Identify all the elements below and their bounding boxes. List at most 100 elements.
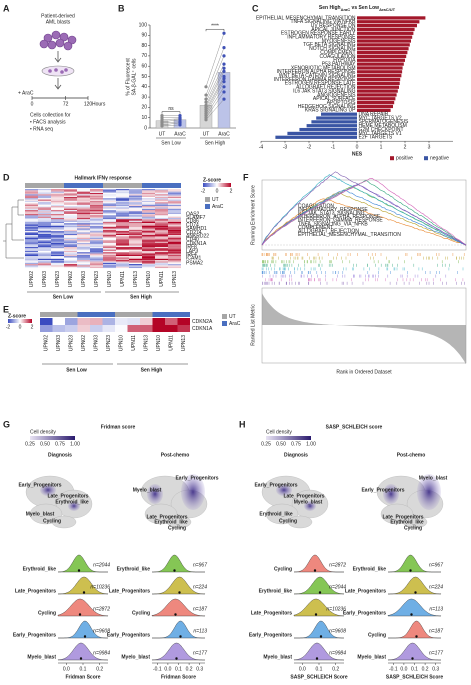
row-label: Early_Progenitors	[249, 632, 292, 638]
category-label: TGF BETA SIGNALING	[303, 42, 356, 48]
heatmap-cell	[90, 252, 103, 254]
heatmap-cell	[168, 233, 181, 236]
heatmap-cell	[103, 258, 116, 261]
heatmap-cell	[77, 215, 90, 217]
heatmap-cell	[142, 195, 155, 197]
category-label: SPERMATOGENESIS	[359, 119, 409, 125]
y-axis-label: SA-β-GAL⁺ cells	[131, 58, 137, 95]
heatmap-cell	[129, 264, 142, 266]
heatmap-cell	[25, 237, 38, 240]
data-point	[222, 66, 226, 70]
bar	[275, 135, 357, 139]
heatmap-cell	[77, 252, 90, 254]
category-label: COAGULATION	[319, 54, 355, 60]
sample-label: UPN11	[169, 335, 175, 351]
median-point	[78, 613, 82, 616]
heatmap-cell	[129, 219, 142, 221]
heatmap-cell	[38, 254, 51, 257]
heatmap-cell	[177, 325, 190, 332]
heatmap-cell	[142, 239, 155, 241]
heatmap-cell	[64, 258, 77, 261]
heatmap-cell	[103, 202, 116, 204]
row-label: Late_Progenitors	[15, 588, 56, 594]
heatmap-cell	[142, 246, 155, 249]
gene-label: IRF8	[186, 245, 197, 251]
heatmap-cell	[142, 215, 155, 217]
heatmap-cell	[129, 227, 142, 229]
legend-label: AraC	[229, 321, 241, 327]
heatmap-cell	[129, 249, 142, 251]
heatmap-cell	[25, 216, 38, 219]
ridge	[151, 642, 205, 661]
bar	[357, 85, 399, 89]
x-axis-label: SASP_SCHLEICH Score	[290, 674, 347, 680]
heatmap-cell	[64, 250, 77, 253]
heatmap-cell	[129, 233, 142, 236]
heatmap-cell	[129, 253, 142, 255]
heatmap-cell	[25, 210, 38, 212]
heatmap-cell	[142, 228, 155, 230]
heatmap-cell	[77, 225, 90, 228]
hit-ticks	[261, 267, 464, 271]
heatmap-cell	[77, 224, 90, 226]
heatmap-cell	[64, 252, 77, 254]
heatmap-cell	[129, 257, 142, 259]
row-label: Erythroid_like	[117, 566, 151, 572]
condition-bar	[77, 183, 90, 188]
ridge	[151, 598, 206, 617]
category-label: APOPTOSIS	[327, 100, 356, 106]
heatmap-cell	[155, 233, 168, 236]
condition-bar	[165, 312, 178, 317]
heatmap-cell	[155, 211, 168, 213]
heatmap-cell	[64, 237, 77, 240]
heatmap-cell	[25, 221, 38, 224]
row-label: Myelo_blast	[263, 654, 292, 660]
x-tick-label: -2	[307, 145, 312, 151]
x-axis-label: Rank in Ordered Dataset	[336, 369, 392, 375]
title-part: Sen High	[319, 5, 341, 11]
heatmap-cell	[168, 202, 181, 204]
y-tick-label: 80	[141, 43, 147, 49]
ridge	[387, 598, 442, 617]
heatmap-cell	[51, 194, 64, 196]
median-point	[174, 613, 177, 616]
heatmap-cell	[77, 189, 90, 191]
bar	[357, 81, 400, 85]
hit-ticks	[262, 260, 459, 264]
heatmap-cell	[103, 210, 116, 212]
heatmap-cell	[116, 232, 129, 234]
heatmap-cell	[142, 248, 155, 250]
row-label: Cycling	[274, 566, 292, 572]
heatmap-cell	[129, 216, 142, 219]
heatmap-cell	[129, 256, 142, 258]
heatmap-cell	[38, 237, 51, 240]
median-point	[178, 591, 181, 594]
median-point	[315, 657, 319, 660]
heatmap-cell	[152, 318, 165, 325]
heatmap-cell	[168, 248, 181, 250]
heatmap-cell	[103, 253, 116, 255]
heatmap-cell	[77, 223, 90, 225]
heatmap-cell	[168, 246, 181, 249]
density-scale	[30, 436, 75, 440]
umap-density	[181, 474, 205, 510]
heatmap-cell	[142, 220, 155, 222]
row-label: Late_Progenitors	[345, 588, 386, 594]
heatmap-cell	[38, 236, 51, 238]
heatmap-cell	[51, 244, 64, 246]
heatmap-cell	[142, 203, 155, 205]
heatmap-cell	[129, 208, 142, 211]
heatmap-cell	[129, 200, 142, 203]
timeline-unit: Hours	[92, 101, 106, 107]
heatmap-cell	[116, 239, 129, 241]
heatmap-cell	[103, 245, 116, 247]
heatmap-cell	[142, 249, 155, 251]
heatmap-cell	[129, 215, 142, 217]
sample-label: UPN11	[120, 271, 126, 287]
heatmap-cell	[51, 250, 64, 253]
gene-label: CD274	[186, 230, 202, 236]
heatmap-cell	[90, 258, 103, 261]
heatmap-cell	[129, 232, 142, 234]
n-label: n=113	[193, 628, 207, 634]
heatmap-cell	[90, 250, 103, 253]
